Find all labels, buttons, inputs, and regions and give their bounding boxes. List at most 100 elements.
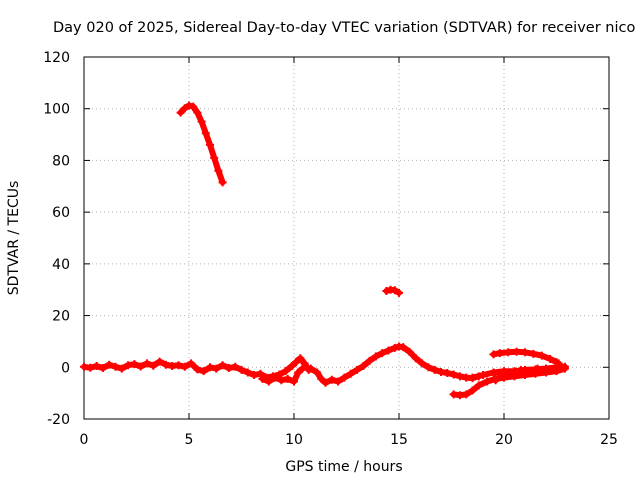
data-point <box>80 362 88 371</box>
data-point <box>296 354 305 363</box>
data-point <box>197 117 206 126</box>
data-point <box>180 104 189 113</box>
data-point <box>382 287 391 296</box>
data-point <box>504 348 513 357</box>
data-point <box>483 377 492 386</box>
data-point <box>155 357 164 366</box>
data-point <box>542 367 550 376</box>
data-point <box>516 365 525 374</box>
data-point <box>199 367 208 376</box>
data-point <box>277 376 286 385</box>
data-point <box>193 108 202 117</box>
axis-ticks <box>83 56 610 420</box>
data-point <box>136 362 145 371</box>
data-point <box>92 361 101 370</box>
series-baseline-b <box>258 364 307 386</box>
data-point <box>558 364 567 373</box>
data-point <box>306 364 315 373</box>
data-point <box>86 363 95 372</box>
data-point <box>176 108 185 117</box>
data-point <box>537 351 546 360</box>
data-point <box>298 364 307 373</box>
data-point <box>550 365 559 374</box>
x-axis-label: GPS time / hours <box>285 459 402 475</box>
data-point <box>313 368 322 377</box>
data-point <box>243 368 252 377</box>
data-point <box>365 356 374 365</box>
data-point <box>218 361 227 370</box>
data-point <box>495 349 504 358</box>
data-point <box>201 129 210 138</box>
data-point <box>399 343 408 352</box>
data-point <box>264 377 273 386</box>
data-point <box>533 364 542 373</box>
y-tick-label: 80 <box>52 153 70 169</box>
data-point <box>462 390 471 399</box>
data-point <box>474 381 483 390</box>
data-point <box>231 362 240 371</box>
data-point <box>206 363 214 372</box>
y-tick-label: 60 <box>52 205 70 221</box>
data-point <box>258 374 267 383</box>
data-point <box>105 360 114 369</box>
data-point <box>327 375 336 384</box>
y-tick-label: -20 <box>47 412 70 428</box>
data-point <box>214 166 223 175</box>
data-point <box>359 361 368 370</box>
x-tick-labels: 0 5 10 15 20 25 <box>80 432 618 448</box>
data-point <box>149 361 158 370</box>
data-point <box>430 365 439 374</box>
data-point <box>174 361 183 370</box>
data-point <box>193 365 202 374</box>
data-point <box>353 365 361 374</box>
data-point <box>390 343 399 352</box>
data-point <box>185 101 193 110</box>
data-point <box>449 370 458 379</box>
data-point <box>424 363 433 372</box>
data-point <box>468 386 477 395</box>
series-baseline-c <box>306 342 483 387</box>
y-axis-label: SDTVAR / TECUs <box>6 181 22 296</box>
x-tick-label: 20 <box>495 432 513 448</box>
data-point <box>161 360 170 369</box>
data-point <box>281 367 290 376</box>
data-point <box>371 352 380 361</box>
series-late-fill <box>491 364 567 385</box>
x-tick-label: 25 <box>600 432 618 448</box>
data-point <box>321 378 330 387</box>
data-point <box>508 371 517 380</box>
data-point <box>491 376 500 385</box>
series-mid-arc <box>382 285 403 297</box>
data-marks <box>80 101 569 400</box>
data-point <box>437 367 445 376</box>
data-point <box>443 368 452 377</box>
data-point <box>292 358 301 367</box>
data-point <box>224 364 233 373</box>
data-point <box>378 349 387 358</box>
data-point <box>300 359 309 368</box>
data-point <box>340 373 349 382</box>
series-trace <box>490 348 562 367</box>
x-tick-label: 5 <box>185 432 194 448</box>
data-point <box>117 364 126 373</box>
data-point <box>334 377 343 386</box>
data-point <box>489 368 498 377</box>
data-point <box>479 371 487 380</box>
data-point <box>218 178 227 187</box>
plot-frame <box>83 56 610 420</box>
data-point <box>384 346 393 355</box>
data-point <box>124 361 133 370</box>
y-tick-label: 120 <box>43 50 70 66</box>
data-point <box>317 374 326 383</box>
data-point <box>489 350 498 359</box>
y-tick-label: 40 <box>52 257 70 273</box>
y-tick-label: 20 <box>52 309 70 325</box>
data-point <box>206 140 214 149</box>
data-point <box>525 368 534 377</box>
data-point <box>418 359 427 368</box>
data-point <box>130 360 139 369</box>
data-point <box>455 372 464 381</box>
data-point <box>212 364 221 373</box>
data-point <box>290 377 298 386</box>
data-point <box>180 362 189 371</box>
